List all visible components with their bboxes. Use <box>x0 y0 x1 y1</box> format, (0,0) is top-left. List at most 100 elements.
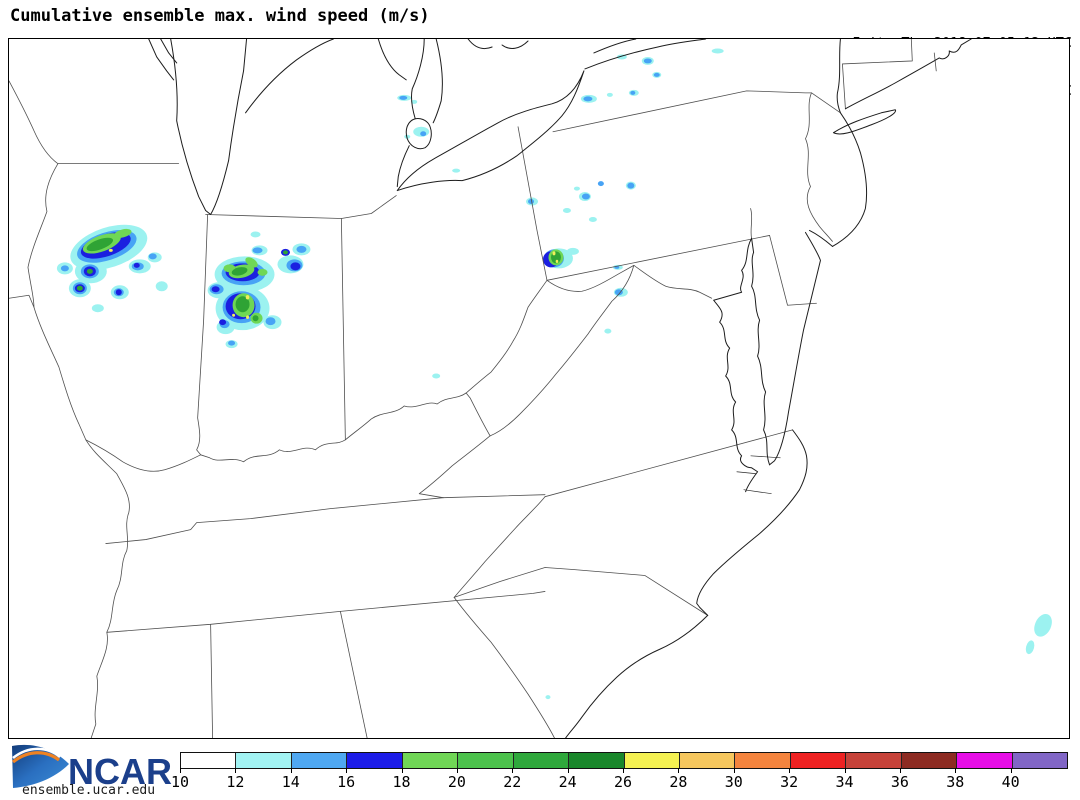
wind-cell-darkblue <box>133 262 140 268</box>
colorbar-tick <box>844 768 846 773</box>
colorbar-segment <box>457 753 513 768</box>
colorbar-tick <box>899 768 901 773</box>
ncar-logo: NCAR <box>12 744 172 792</box>
wind-cell-yellow <box>232 313 236 317</box>
wind-cell-green <box>231 267 248 276</box>
colorbar-tick <box>789 768 791 773</box>
colorbar-tick-label: 20 <box>447 773 466 791</box>
wind-cell-blue <box>653 72 660 77</box>
wind-cell-green <box>282 250 288 255</box>
wind-cell-cyan <box>604 328 612 334</box>
colorbar-segment <box>1011 753 1067 768</box>
wind-cell-blue <box>643 58 652 64</box>
colorbar-segment <box>678 753 735 768</box>
colorbar-tick-label: 14 <box>281 773 300 791</box>
wind-cell-darkblue <box>290 262 301 271</box>
wind-cell-cyan <box>404 134 411 139</box>
wind-cell-yellow <box>245 295 250 300</box>
colorbar-segment <box>789 753 846 768</box>
wind-cell-blue <box>614 289 623 296</box>
wind-cell-green <box>76 285 83 291</box>
wind-cell-green <box>86 268 93 274</box>
wind-cell-blue <box>265 317 276 326</box>
colorbar-tick-label: 40 <box>1001 773 1020 791</box>
wind-cell-blue <box>60 265 69 272</box>
colorbar-tick <box>235 768 237 773</box>
colorbar-tick-label: 38 <box>946 773 965 791</box>
colorbar-tick <box>733 768 735 773</box>
wind-cell-green <box>86 237 114 252</box>
colorbar-tick <box>567 768 569 773</box>
wind-cell-green <box>252 315 259 322</box>
wind-cell-cyan <box>250 231 261 238</box>
wind-cell-cyan <box>155 281 168 292</box>
map-canvas <box>9 39 1052 738</box>
wind-cell-blue <box>581 193 590 200</box>
colorbar-tick-label: 22 <box>503 773 522 791</box>
colorbar-tick-label: 24 <box>558 773 577 791</box>
wind-cell-cyan <box>432 373 441 379</box>
wind-cell-blue <box>420 131 427 137</box>
colorbar-segment <box>512 753 569 768</box>
sound-lines <box>736 455 781 495</box>
wind-cell-blue <box>252 247 263 254</box>
map-frame <box>8 38 1070 739</box>
wind-cell-cyan <box>573 186 580 191</box>
wind-cell-yellow <box>246 315 250 319</box>
colorbar-tick-label: 26 <box>613 773 633 791</box>
ncar-swoosh-white-arc <box>12 747 61 760</box>
colorbar-segment <box>568 753 624 768</box>
colorbar-tick-label: 28 <box>669 773 688 791</box>
colorbar-tick <box>180 768 181 773</box>
wind-cell-blue <box>630 90 636 95</box>
colorbar-ticks <box>180 768 1066 773</box>
wind-cell-blue <box>583 96 593 102</box>
wind-cell-cyan <box>91 304 104 313</box>
colorbar-tick <box>678 768 680 773</box>
colorbar-tick-label: 32 <box>780 773 799 791</box>
wind-cell-cyan <box>545 695 551 700</box>
wind-cell-yellow <box>555 259 559 263</box>
wind-cell-blue <box>148 253 157 260</box>
colorbar-segment <box>401 753 458 768</box>
wind-cell-blue <box>399 95 408 100</box>
colorbar-segment <box>623 753 679 768</box>
colorbar-tick <box>456 768 458 773</box>
wind-cell-cyan <box>411 99 418 104</box>
colorbar-tick <box>512 768 514 773</box>
colorbar-segment <box>181 753 236 768</box>
credit-url: ensemble.ucar.edu <box>22 783 156 798</box>
colorbar-tick-label: 16 <box>337 773 356 791</box>
colorbar-tick-label: 30 <box>724 773 743 791</box>
wind-cell-lightgreen <box>245 257 258 268</box>
ncar-logo-text: NCAR <box>68 751 172 792</box>
wind-cell-blue <box>528 199 535 205</box>
colorbar-tick-label: 34 <box>835 773 854 791</box>
wind-cell-yellow <box>552 251 556 256</box>
colorbar-tick <box>290 768 292 773</box>
wind-cell-cyan <box>1034 613 1052 637</box>
colorbar-segment <box>346 753 402 768</box>
wind-cell-darkblue <box>219 319 227 326</box>
state-borders <box>9 39 937 738</box>
ncar-swoosh-orange-arc <box>12 751 60 764</box>
wind-cell-cyan <box>711 48 724 54</box>
wind-speed-colorbar <box>180 752 1068 769</box>
wind-cell-darkblue <box>211 286 220 293</box>
colorbar-tick <box>401 768 403 773</box>
colorbar-tick <box>955 768 957 773</box>
colorbar-segment <box>290 753 347 768</box>
colorbar-tick <box>1010 768 1012 773</box>
wind-cell-cyan <box>606 92 613 97</box>
colorbar-tick-label: 18 <box>392 773 411 791</box>
colorbar-segment <box>956 753 1012 768</box>
wind-cell-lightgreen <box>114 228 132 238</box>
wind-cell-lightgreen <box>223 264 236 273</box>
colorbar-tick <box>623 768 624 773</box>
wind-speed-cells <box>56 48 1052 700</box>
wind-cell-blue <box>597 181 604 187</box>
colorbar-labels: 10 12 14 16 18 20 22 24 26 28 30 32 34 36 38 40 <box>171 773 1066 791</box>
wind-cell-blue <box>228 340 236 346</box>
colorbar-segment <box>900 753 957 768</box>
colorbar-tick <box>346 768 348 773</box>
